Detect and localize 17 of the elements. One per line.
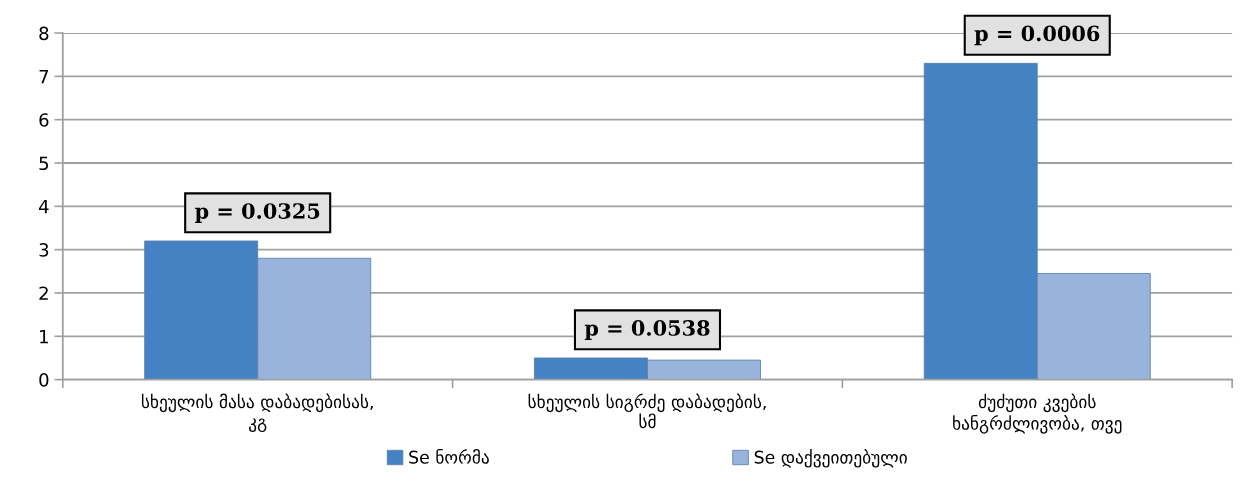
y-tick-label: 0 (39, 373, 49, 387)
annotation: p = 0.0538 (584, 320, 710, 340)
y-tick-label: 8 (39, 26, 49, 41)
x-tick-label: სხეულის მასა დაბადებისას, კგ (141, 393, 373, 433)
y-tick-label: 7 (39, 70, 49, 84)
x-tick-label: ძუძუთი კვების ხანგრძლივობა, თვე (953, 393, 1122, 434)
x-tick-label: სხეულის სიგრძე დაბადების, სმ (528, 393, 766, 429)
annotation: p = 0.0006 (974, 25, 1100, 46)
annotation: p = 0.0325 (195, 203, 320, 223)
y-tick-label: 1 (40, 329, 48, 344)
y-tick-label: 5 (39, 156, 49, 171)
y-tick-label: 2 (39, 286, 48, 300)
legend-label: Se დაქვეითებული (754, 448, 907, 468)
y-tick-label: 4 (39, 200, 49, 214)
y-tick-label: 6 (39, 113, 49, 127)
y-tick-label: 3 (39, 243, 49, 257)
legend-label: Se ნორმა (409, 448, 489, 464)
